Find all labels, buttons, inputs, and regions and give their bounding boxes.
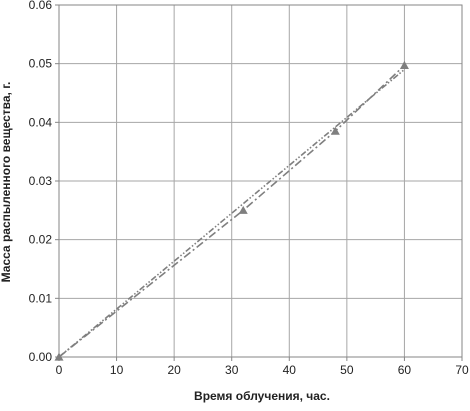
- y-tick-label: 0.02: [29, 233, 53, 247]
- tick-labels: 0 10 20 30 40 50 60 70 0.00 0.01 0.02 0.03 0.04 0.05 0…: [29, 0, 469, 377]
- x-tick-label: 20: [167, 363, 181, 377]
- x-tick-label: 10: [110, 363, 124, 377]
- y-tick-label: 0.00: [29, 350, 53, 364]
- x-axis-label: Время облучения, час.: [194, 389, 330, 403]
- x-tick-label: 60: [398, 363, 412, 377]
- x-tick-label: 0: [56, 363, 63, 377]
- x-tick-label: 50: [340, 363, 354, 377]
- axes: [55, 4, 463, 361]
- x-tick-label: 30: [225, 363, 239, 377]
- y-tick-label: 0.04: [29, 115, 53, 129]
- series-1-line: [58, 64, 405, 358]
- series-1-point: [399, 60, 409, 70]
- series-1-point: [238, 205, 248, 214]
- series: [54, 60, 409, 361]
- x-tick-label: 70: [455, 363, 469, 377]
- y-axis-label: Масса распыленного вещества, г.: [0, 82, 13, 283]
- y-tick-label: 0.06: [29, 0, 53, 12]
- y-tick-label: 0.01: [29, 291, 53, 305]
- x-tick-label: 40: [283, 363, 297, 377]
- plot-area-border: [58, 4, 463, 358]
- y-tick-label: 0.03: [29, 174, 53, 188]
- grid: [58, 4, 463, 358]
- y-tick-label: 0.05: [29, 57, 53, 71]
- series-1-point: [330, 126, 340, 135]
